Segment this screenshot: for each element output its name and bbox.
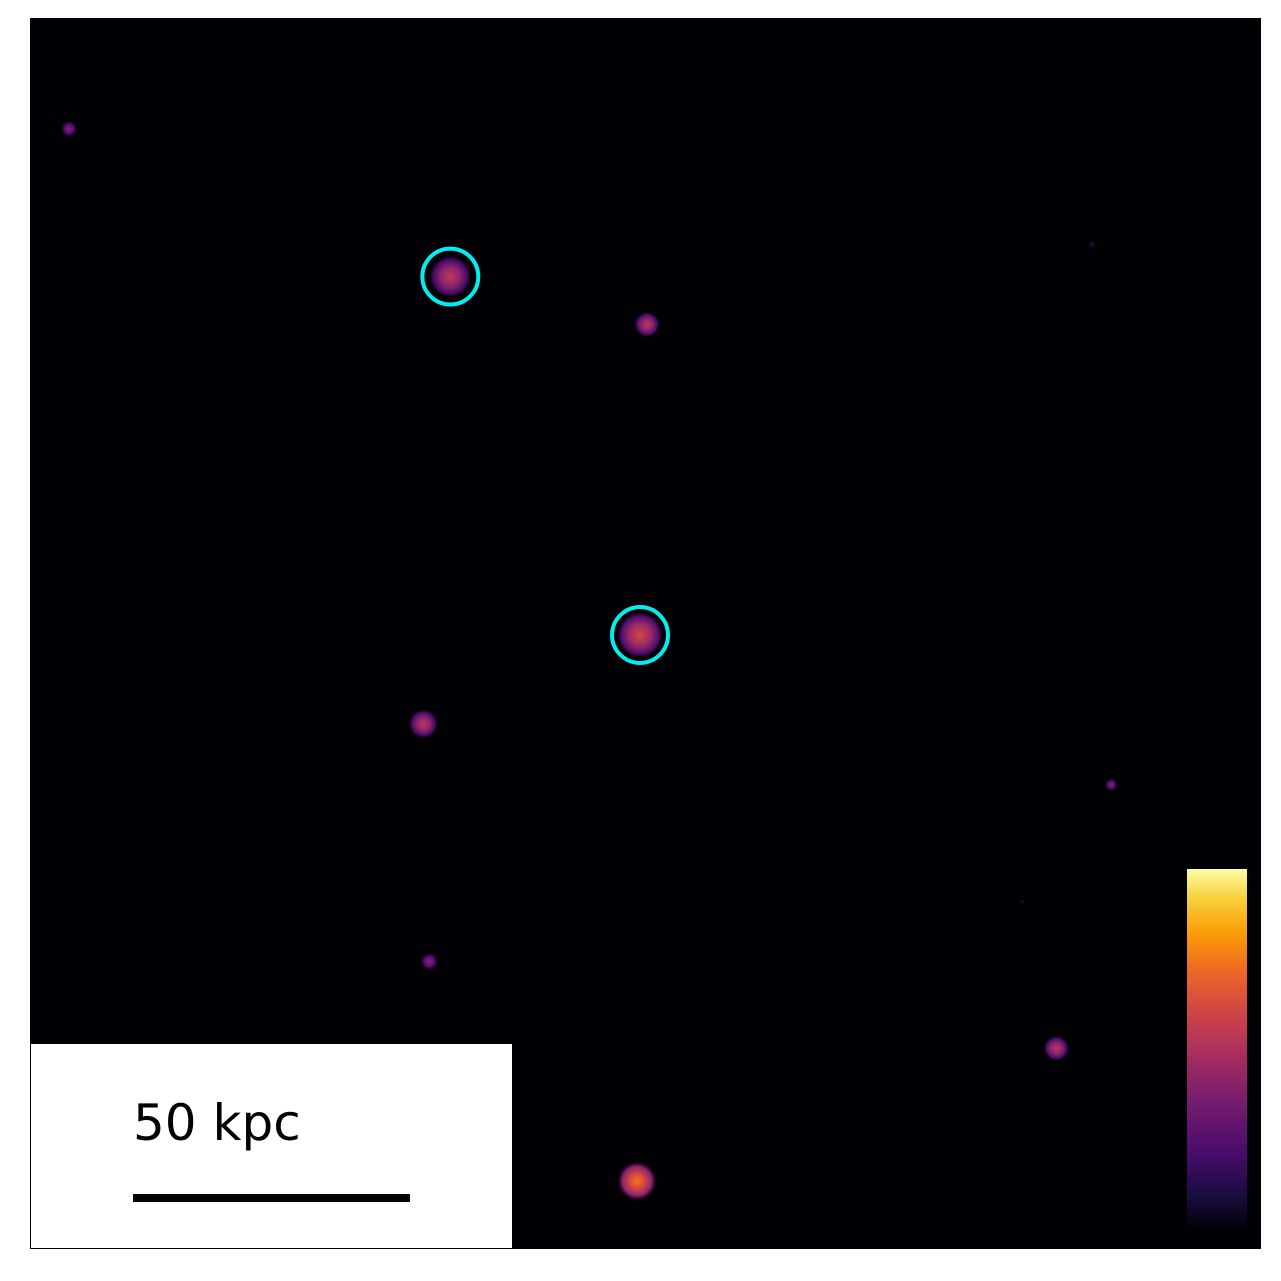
source-faint-upper-right <box>1087 239 1098 250</box>
scale-bar-line <box>133 1194 410 1202</box>
source-bottom-bright <box>616 1160 658 1203</box>
source-faint-speck <box>1019 898 1026 905</box>
sky-map <box>31 19 1260 1248</box>
figure-frame: 50 kpc <box>30 18 1261 1249</box>
marker-ring-upper <box>420 246 481 307</box>
colorbar <box>1187 869 1247 1231</box>
source-far-left <box>59 119 78 138</box>
marker-ring-center <box>610 605 670 665</box>
source-left-middle <box>408 708 439 739</box>
scale-bar-label: 50 kpc <box>133 1094 301 1152</box>
source-circled-upper <box>428 254 473 299</box>
source-lower-right <box>1043 1035 1070 1062</box>
scale-bar-panel: 50 kpc <box>31 1044 512 1248</box>
source-right-small <box>1104 777 1119 792</box>
source-lower-left <box>419 951 440 972</box>
source-upper-middle <box>634 311 660 338</box>
source-circled-center <box>616 611 664 659</box>
